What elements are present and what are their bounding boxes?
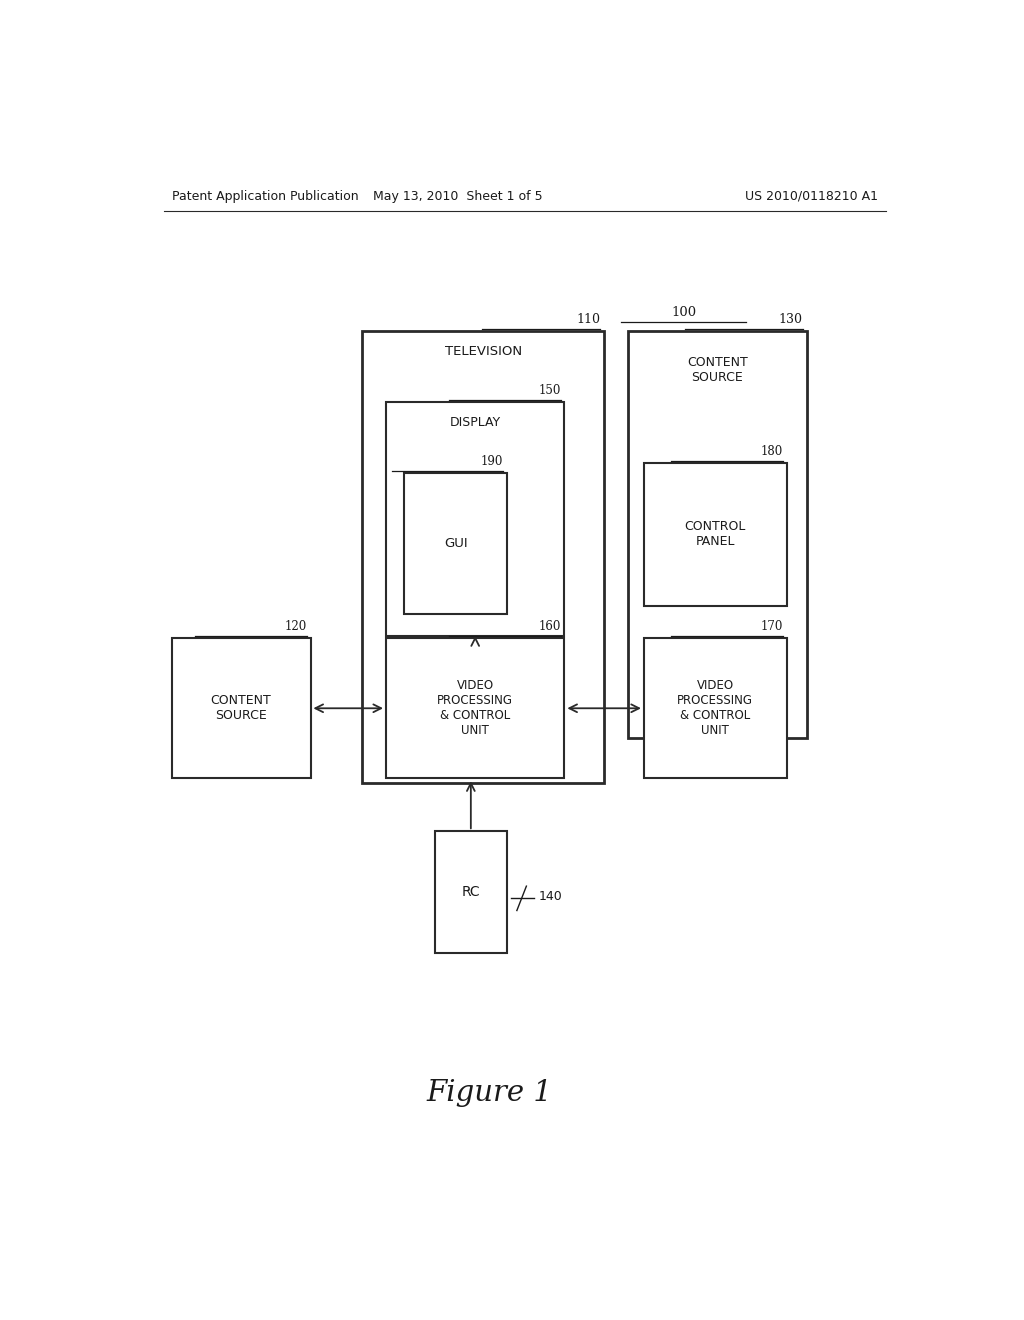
Text: 140: 140 [539,890,562,903]
Text: VIDEO
PROCESSING
& CONTROL
UNIT: VIDEO PROCESSING & CONTROL UNIT [437,680,513,738]
Text: 120: 120 [285,620,306,634]
Bar [644,638,786,779]
Text: 180: 180 [761,445,782,458]
Text: 160: 160 [539,620,560,634]
Text: TELEVISION: TELEVISION [444,345,521,358]
Bar [644,463,786,606]
Text: Figure 1: Figure 1 [426,1080,552,1107]
Text: 150: 150 [539,384,560,397]
Text: RC: RC [462,886,480,899]
Text: 110: 110 [577,313,600,326]
Text: US 2010/0118210 A1: US 2010/0118210 A1 [744,190,878,202]
Text: CONTENT
SOURCE: CONTENT SOURCE [687,356,748,384]
Bar [404,474,507,614]
Text: VIDEO
PROCESSING
& CONTROL
UNIT: VIDEO PROCESSING & CONTROL UNIT [677,680,754,738]
Bar [386,638,564,779]
Bar [435,832,507,953]
Text: May 13, 2010  Sheet 1 of 5: May 13, 2010 Sheet 1 of 5 [373,190,542,202]
Text: DISPLAY: DISPLAY [450,416,501,429]
Text: 130: 130 [778,313,803,326]
Bar [386,403,564,636]
Text: CONTENT
SOURCE: CONTENT SOURCE [211,694,271,722]
Bar [362,331,604,784]
Text: GUI: GUI [444,537,468,550]
Text: Patent Application Publication: Patent Application Publication [172,190,358,202]
Text: 190: 190 [481,455,504,469]
Text: 100: 100 [671,306,696,319]
Bar [628,331,807,738]
Text: CONTROL
PANEL: CONTROL PANEL [685,520,745,549]
Text: 170: 170 [761,620,782,634]
Bar [172,638,310,779]
